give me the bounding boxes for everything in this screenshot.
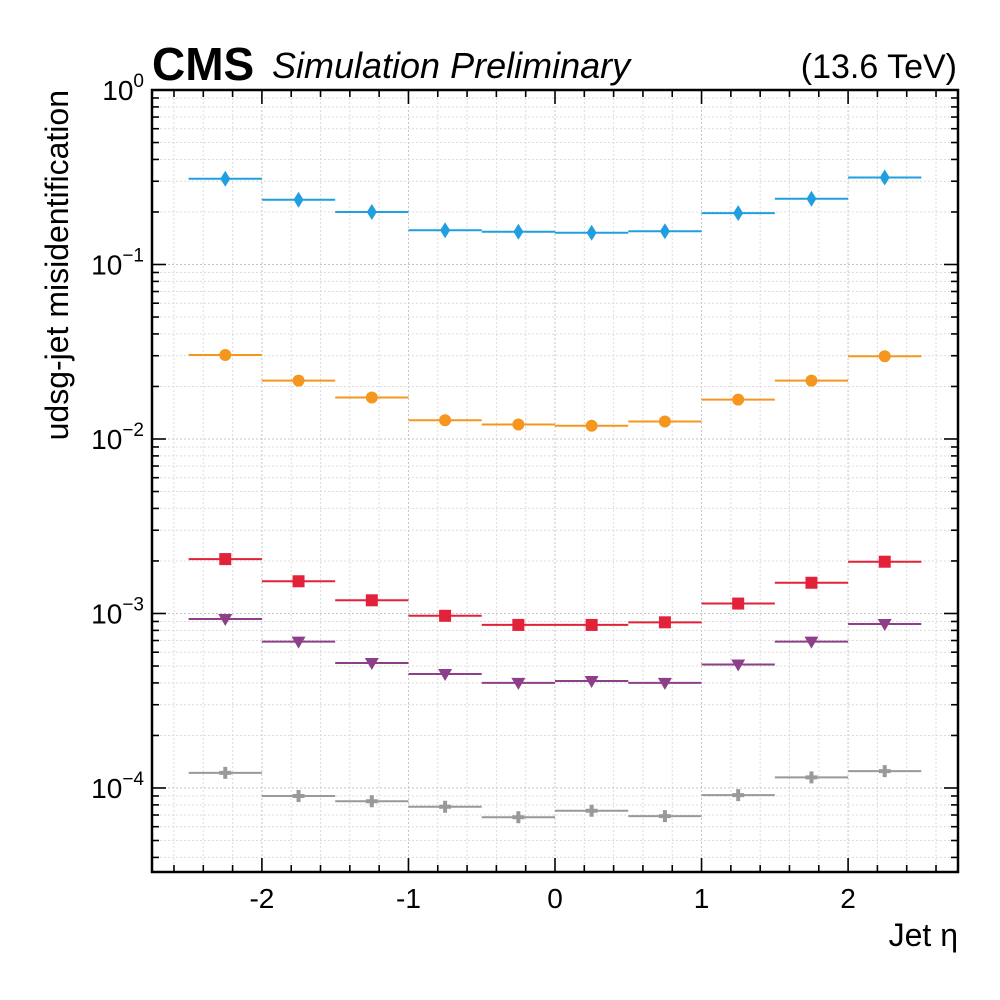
triangle-marker bbox=[438, 669, 453, 681]
plus-marker bbox=[585, 804, 598, 817]
circle-marker bbox=[219, 348, 232, 361]
circle-marker bbox=[439, 414, 452, 427]
data-series bbox=[188, 348, 922, 432]
x-tick-label: 1 bbox=[694, 883, 710, 914]
circle-marker bbox=[732, 393, 745, 406]
cms-logo: CMS bbox=[152, 38, 254, 90]
axis-tick-labels: -2 -1 0 1 2 10−4 10−3 10−2 10−1 100 bbox=[91, 71, 856, 914]
triangle-marker bbox=[731, 659, 746, 672]
energy-label: (13.6 TeV) bbox=[801, 48, 957, 86]
square-marker bbox=[732, 597, 745, 610]
plus-marker bbox=[219, 766, 232, 779]
circle-marker bbox=[585, 419, 598, 432]
square-marker bbox=[219, 553, 232, 566]
triangle-marker bbox=[584, 676, 599, 689]
plus-marker bbox=[658, 810, 671, 823]
square-marker bbox=[292, 575, 305, 588]
square-marker bbox=[439, 609, 452, 622]
y-tick-label: 10−3 bbox=[91, 594, 144, 629]
y-axis-label: udsg-jet misidentification bbox=[39, 90, 75, 440]
x-axis-label: Jet η bbox=[889, 917, 958, 953]
triangle-marker bbox=[657, 677, 672, 690]
plus-marker bbox=[805, 771, 818, 784]
x-tick-label: 2 bbox=[840, 883, 856, 914]
triangle-marker bbox=[218, 613, 233, 626]
simulation-preliminary-label: Simulation Preliminary bbox=[272, 45, 632, 86]
square-marker bbox=[878, 555, 891, 568]
y-tick-label: 10−1 bbox=[91, 245, 144, 280]
diamond-marker bbox=[293, 191, 304, 208]
data-series bbox=[188, 765, 922, 824]
circle-marker bbox=[365, 391, 378, 404]
plus-marker bbox=[732, 789, 745, 802]
circle-marker bbox=[658, 415, 671, 428]
diamond-marker bbox=[806, 190, 817, 207]
diamond-marker bbox=[220, 170, 231, 187]
data-series-layer bbox=[188, 169, 922, 824]
x-tick-label: -2 bbox=[249, 883, 274, 914]
plus-marker bbox=[292, 789, 305, 802]
plot-frame bbox=[150, 88, 960, 874]
x-tick-label: 0 bbox=[547, 883, 563, 914]
y-tick-label: 100 bbox=[102, 71, 144, 106]
plus-marker bbox=[439, 800, 452, 813]
square-marker bbox=[585, 618, 598, 631]
y-tick-label: 10−2 bbox=[91, 420, 144, 455]
square-marker bbox=[365, 594, 378, 607]
diamond-marker bbox=[440, 222, 451, 239]
plus-marker bbox=[365, 795, 378, 808]
y-tick-label: 10−4 bbox=[91, 769, 144, 804]
plus-marker bbox=[878, 765, 891, 778]
plus-marker bbox=[512, 811, 525, 824]
square-marker bbox=[512, 618, 525, 631]
triangle-marker bbox=[511, 677, 526, 690]
square-marker bbox=[805, 576, 818, 589]
circle-marker bbox=[292, 374, 305, 387]
diamond-marker bbox=[659, 223, 670, 240]
triangle-marker bbox=[804, 636, 819, 649]
x-tick-label: -1 bbox=[396, 883, 421, 914]
triangle-marker bbox=[364, 658, 379, 671]
data-series bbox=[188, 613, 922, 690]
circle-marker bbox=[512, 418, 525, 431]
data-series bbox=[188, 169, 922, 241]
circle-marker bbox=[805, 374, 818, 387]
data-series bbox=[188, 553, 922, 631]
triangle-marker bbox=[291, 636, 306, 649]
circle-marker bbox=[878, 350, 891, 363]
square-marker bbox=[658, 616, 671, 629]
diamond-marker bbox=[366, 203, 377, 220]
diamond-marker bbox=[733, 205, 744, 222]
triangle-marker bbox=[877, 619, 892, 632]
diamond-marker bbox=[879, 169, 890, 186]
diamond-marker bbox=[586, 224, 597, 241]
grid bbox=[152, 89, 958, 872]
diamond-marker bbox=[513, 223, 524, 240]
